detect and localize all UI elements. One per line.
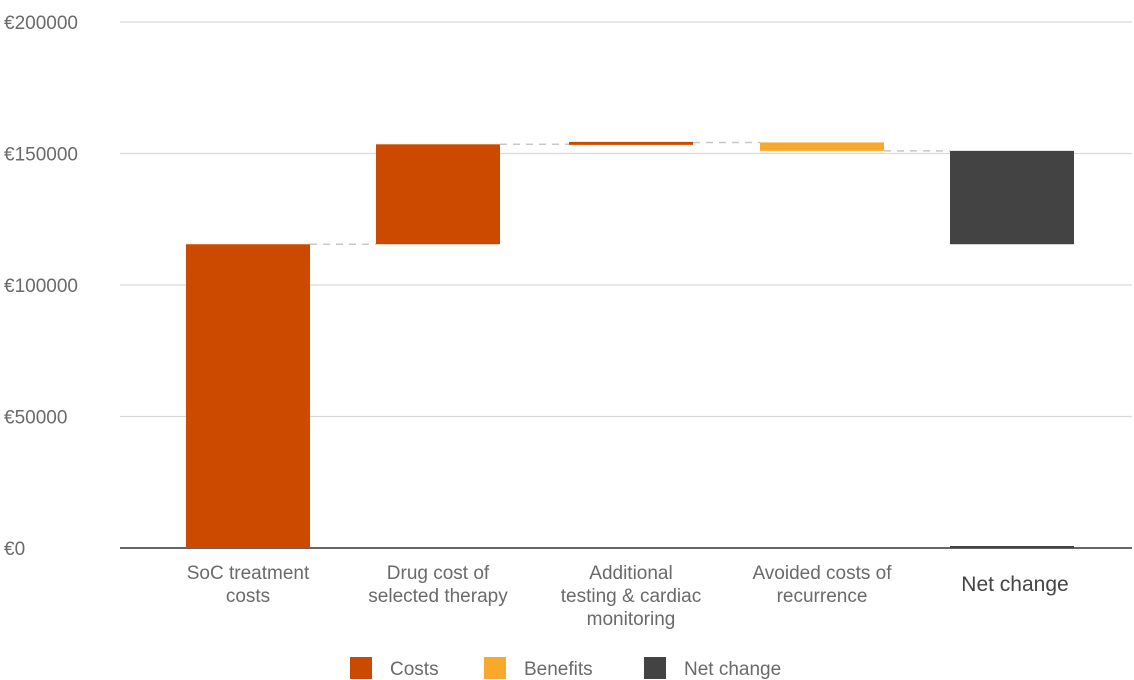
x-tick-label-line: recurrence [777,586,868,607]
y-tick-label: €0 [4,539,25,560]
x-tick-label: Additional testing & cardiac monitoring [561,563,701,630]
y-tick-label: €150000 [4,145,78,166]
legend-label-net: Net change [684,659,781,680]
x-tick-label: Drug cost of selected therapy [368,563,508,607]
bar-4-benefit [760,142,884,151]
legend-swatch-net [644,657,666,679]
bar-2-cost [376,144,500,245]
y-tick-label: €50000 [4,408,67,429]
x-tick-label-line: Net change [961,573,1068,596]
legend-label-benefit: Benefits [524,659,593,680]
y-tick-label: €200000 [4,13,78,34]
bar-3-cost [569,141,693,145]
bar-1-cost [186,244,310,549]
x-tick-label-line: monitoring [587,609,676,630]
x-tick-label-line: Additional [589,563,672,584]
legend-swatch-benefit [484,657,506,679]
y-tick-label: €100000 [4,276,78,297]
x-tick-label: SoC treatment costs [187,563,310,607]
x-tick-label: Net change [961,573,1068,596]
bar-5-net [950,150,1074,245]
x-tick-label-line: Drug cost of [387,563,490,584]
legend-label-cost: Costs [390,659,439,680]
x-tick-label-line: SoC treatment [187,563,310,584]
x-tick-label-line: costs [226,586,270,607]
x-tick-label-line: testing & cardiac [561,586,701,607]
legend-swatch-cost [350,657,372,679]
x-tick-label: Avoided costs of recurrence [752,563,892,607]
x-tick-label-line: selected therapy [368,586,508,607]
x-tick-label-line: Avoided costs of [752,563,892,584]
